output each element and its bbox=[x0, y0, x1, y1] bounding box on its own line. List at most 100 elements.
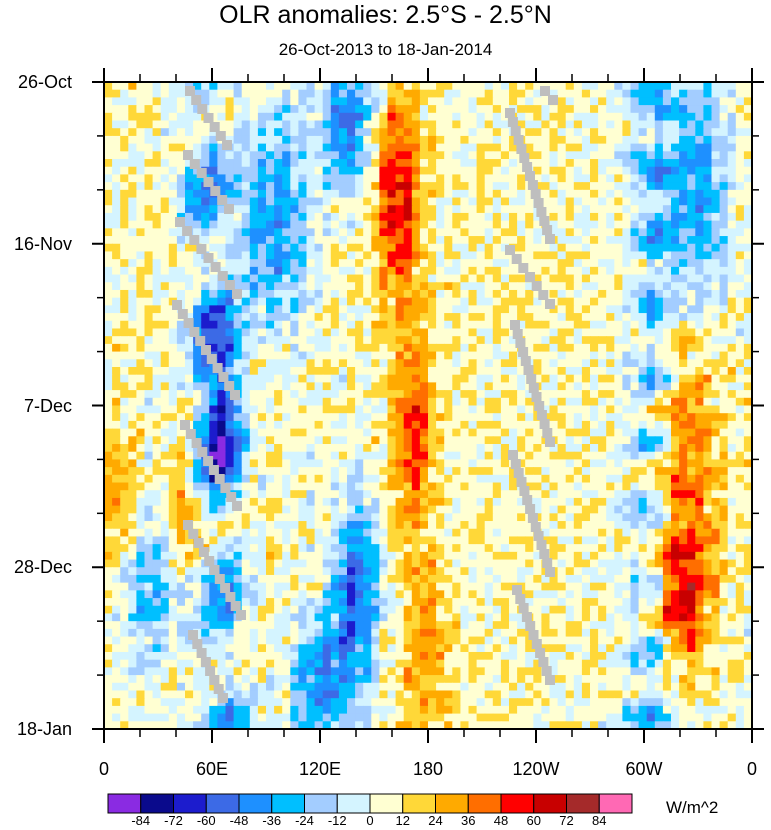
heat-cell bbox=[274, 289, 283, 299]
heat-cell bbox=[557, 97, 567, 106]
heat-cell bbox=[136, 382, 146, 391]
heat-cell bbox=[387, 282, 397, 291]
heat-cell bbox=[322, 413, 332, 422]
heat-cell bbox=[403, 151, 413, 160]
heat-cell bbox=[347, 482, 356, 491]
heat-cell bbox=[136, 266, 146, 276]
heat-cell bbox=[282, 143, 291, 152]
heat-cell bbox=[144, 536, 154, 545]
heat-cell bbox=[541, 135, 551, 145]
heat-cell bbox=[557, 336, 567, 345]
heat-cell bbox=[671, 536, 680, 545]
heat-cell bbox=[468, 343, 478, 353]
heat-cell bbox=[719, 320, 729, 330]
heat-cell bbox=[144, 166, 154, 176]
heat-cell bbox=[104, 313, 113, 322]
heat-cell bbox=[249, 243, 259, 253]
heat-cell bbox=[476, 320, 486, 330]
heat-cell bbox=[306, 243, 316, 253]
heat-cell bbox=[160, 282, 170, 291]
heat-cell bbox=[347, 135, 356, 145]
heat-cell bbox=[338, 320, 348, 330]
heat-cell bbox=[314, 274, 324, 283]
heat-cell bbox=[257, 474, 267, 484]
heat-cell bbox=[557, 212, 567, 222]
heat-cell bbox=[646, 166, 656, 176]
heat-cell bbox=[444, 474, 453, 484]
heat-cell bbox=[573, 251, 583, 260]
heat-cell bbox=[128, 382, 137, 391]
heat-cell bbox=[711, 428, 721, 437]
heat-cell bbox=[379, 282, 389, 291]
heat-cell bbox=[606, 220, 615, 229]
heat-cell bbox=[492, 451, 502, 461]
heat-cell bbox=[152, 397, 162, 407]
heat-cell bbox=[654, 551, 664, 561]
heat-cell bbox=[638, 205, 648, 214]
heat-cell bbox=[112, 105, 121, 114]
heat-cell bbox=[322, 289, 332, 299]
heat-cell bbox=[727, 128, 737, 137]
heat-cell bbox=[112, 259, 121, 268]
heat-cell bbox=[695, 182, 704, 191]
heat-cell bbox=[185, 259, 194, 268]
heat-cell bbox=[679, 451, 688, 461]
heat-cell bbox=[703, 405, 713, 414]
heat-cell bbox=[274, 259, 283, 268]
heat-cell bbox=[363, 551, 372, 561]
heat-cell bbox=[509, 289, 518, 299]
heat-cell bbox=[452, 343, 461, 353]
heat-cell bbox=[638, 359, 648, 368]
heat-cell bbox=[387, 390, 397, 399]
heat-cell bbox=[476, 151, 486, 160]
heat-cell bbox=[128, 197, 137, 206]
heat-cell bbox=[144, 497, 154, 507]
heat-cell bbox=[622, 390, 632, 399]
heat-cell bbox=[735, 205, 745, 214]
heat-cell bbox=[509, 143, 518, 152]
heat-cell bbox=[630, 397, 640, 407]
heat-cell bbox=[290, 497, 299, 507]
heat-cell bbox=[638, 228, 648, 237]
heat-cell bbox=[654, 166, 664, 176]
heat-cell bbox=[104, 266, 113, 276]
heat-cell bbox=[679, 328, 688, 337]
heat-cell bbox=[185, 474, 194, 484]
heat-cell bbox=[152, 413, 162, 422]
heat-cell bbox=[727, 366, 737, 376]
heat-cell bbox=[517, 521, 526, 530]
heat-cell bbox=[330, 451, 340, 461]
heat-cell bbox=[492, 174, 502, 183]
heat-cell bbox=[662, 212, 672, 222]
heat-cell bbox=[347, 551, 356, 561]
heat-cell bbox=[209, 282, 218, 291]
heat-cell bbox=[144, 220, 154, 229]
heat-cell bbox=[314, 82, 324, 91]
heat-cell bbox=[136, 174, 146, 183]
heat-cell bbox=[274, 228, 283, 237]
heat-cell bbox=[185, 251, 194, 260]
heat-cell bbox=[379, 551, 389, 561]
heat-cell bbox=[314, 428, 324, 437]
heat-cell bbox=[120, 544, 129, 553]
heat-cell bbox=[395, 251, 405, 260]
heat-cell bbox=[533, 428, 542, 437]
heat-cell bbox=[743, 382, 752, 391]
heat-cell bbox=[160, 166, 170, 176]
heat-cell bbox=[306, 320, 316, 330]
heat-cell bbox=[395, 521, 405, 530]
heat-cell bbox=[452, 505, 461, 514]
heat-cell bbox=[201, 413, 210, 422]
heat-cell bbox=[630, 159, 640, 168]
heat-cell bbox=[735, 151, 745, 160]
heat-cell bbox=[428, 444, 437, 453]
heat-cell bbox=[225, 497, 235, 507]
heat-cell bbox=[282, 266, 291, 276]
heat-cell bbox=[128, 428, 137, 437]
heat-cell bbox=[330, 112, 340, 122]
heat-cell bbox=[606, 382, 615, 391]
heat-cell bbox=[160, 120, 170, 129]
heat-cell bbox=[492, 128, 502, 137]
heat-cell bbox=[209, 382, 218, 391]
heat-cell bbox=[355, 474, 364, 484]
